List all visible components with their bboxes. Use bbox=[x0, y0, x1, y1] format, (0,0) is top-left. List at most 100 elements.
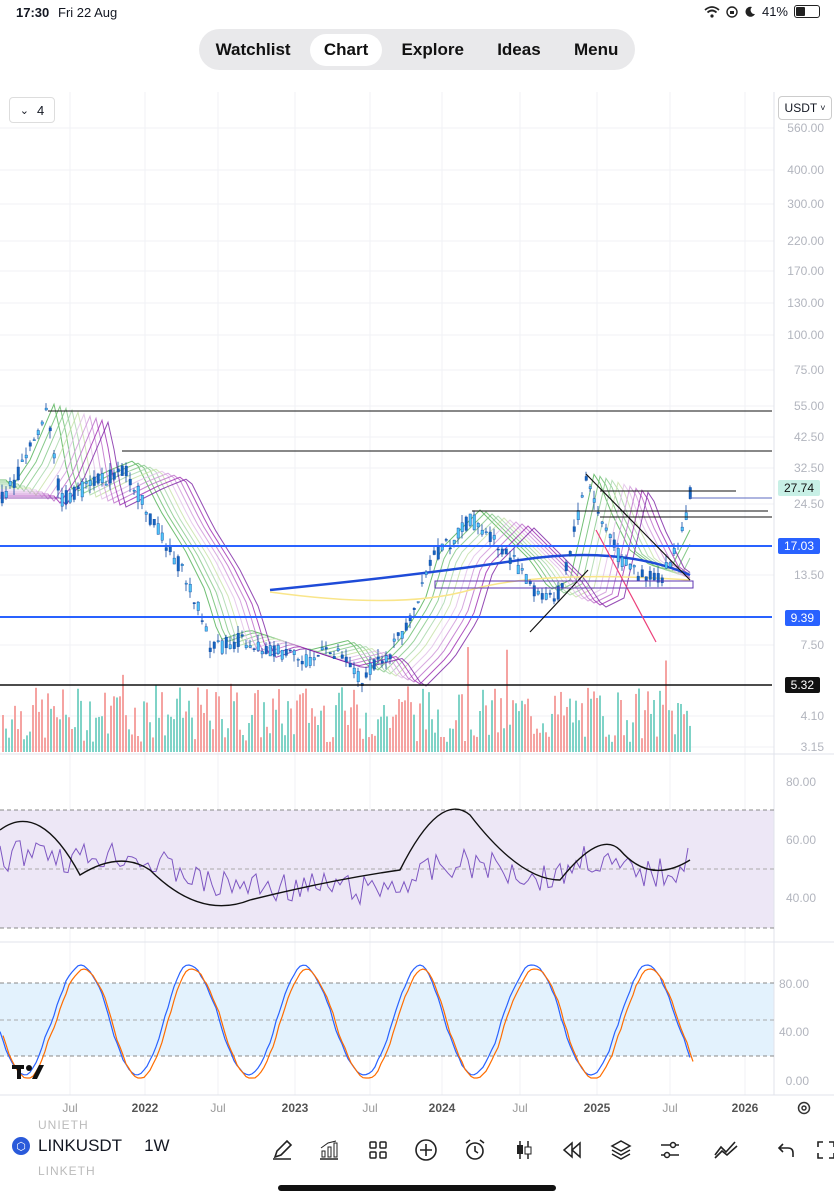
volume-bar bbox=[185, 711, 187, 752]
candlestick-icon[interactable] bbox=[510, 1136, 538, 1164]
stoch-scale-label: 0.00 bbox=[786, 1074, 810, 1088]
candle-body bbox=[632, 565, 636, 568]
candle-body bbox=[620, 556, 624, 567]
volume-bar bbox=[329, 741, 331, 752]
volume-bar bbox=[422, 688, 424, 752]
volume-bar bbox=[299, 694, 301, 752]
volume-bar bbox=[650, 713, 652, 752]
tab-menu[interactable]: Menu bbox=[573, 39, 619, 59]
settings-sliders-icon[interactable] bbox=[656, 1136, 684, 1164]
volume-bar bbox=[107, 733, 109, 752]
candle-body bbox=[404, 622, 408, 631]
volume-bar bbox=[593, 691, 595, 752]
volume-bar bbox=[359, 728, 361, 752]
volume-bar bbox=[449, 728, 451, 752]
volume-bar bbox=[293, 734, 295, 752]
volume-bar bbox=[638, 688, 640, 752]
volume-bar bbox=[35, 687, 37, 752]
volume-bar bbox=[2, 715, 4, 752]
volume-bar bbox=[503, 728, 505, 752]
volume-bar bbox=[29, 731, 31, 752]
candle-body bbox=[540, 593, 544, 600]
candle-body bbox=[636, 575, 640, 581]
candle-body bbox=[184, 582, 188, 585]
volume-bar bbox=[383, 705, 385, 752]
rsi-scale-label: 60.00 bbox=[786, 833, 816, 847]
collapse-studies-button[interactable]: ⌄ 4 bbox=[9, 97, 55, 123]
layout-grid-icon[interactable] bbox=[364, 1136, 392, 1164]
volume-bar bbox=[209, 720, 211, 752]
replay-icon[interactable] bbox=[558, 1136, 586, 1164]
volume-bar bbox=[497, 732, 499, 752]
tab-explore[interactable]: Explore bbox=[401, 39, 464, 59]
volume-bar bbox=[506, 649, 508, 752]
volume-bar bbox=[431, 719, 433, 752]
volume-bar bbox=[686, 710, 688, 752]
volume-bar bbox=[140, 741, 142, 752]
volume-bar bbox=[152, 737, 154, 752]
rsi-line bbox=[0, 840, 689, 907]
chevron-down-icon: ˅ bbox=[820, 103, 826, 113]
candle-body bbox=[384, 655, 388, 663]
tab-watchlist[interactable]: Watchlist bbox=[215, 39, 291, 59]
candle-body bbox=[396, 632, 400, 636]
candle-body bbox=[28, 442, 32, 447]
symbol-selector[interactable]: ⬡ LINKUSDT 1W bbox=[12, 1136, 170, 1156]
interval-button[interactable]: 1W bbox=[144, 1136, 170, 1155]
candle-body bbox=[108, 469, 112, 484]
indicators-icon[interactable] bbox=[315, 1136, 343, 1164]
candle-body bbox=[228, 644, 232, 649]
volume-bar bbox=[560, 691, 562, 752]
currency-label: USDT bbox=[784, 101, 818, 115]
volume-bar bbox=[491, 700, 493, 752]
volume-bar bbox=[128, 729, 130, 752]
volume-bar bbox=[281, 723, 283, 752]
candle-body bbox=[236, 633, 240, 647]
tab-ideas[interactable]: Ideas bbox=[497, 39, 541, 59]
volume-bar bbox=[554, 695, 556, 752]
compare-icon[interactable] bbox=[712, 1136, 740, 1164]
volume-bar bbox=[401, 701, 403, 752]
candle-body bbox=[188, 583, 192, 593]
price-tag-level3: 5.32 bbox=[784, 677, 820, 693]
alarm-clock-icon[interactable] bbox=[461, 1136, 489, 1164]
candle-body bbox=[536, 590, 540, 595]
volume-bar bbox=[149, 722, 151, 752]
candle-body bbox=[32, 439, 36, 441]
volume-bar bbox=[353, 689, 355, 752]
undo-icon[interactable] bbox=[772, 1136, 800, 1164]
candle-body bbox=[680, 526, 684, 531]
volume-bar bbox=[173, 719, 175, 752]
price-tag-level1: 17.03 bbox=[777, 538, 820, 554]
candle-body bbox=[276, 645, 280, 654]
candle-body bbox=[216, 640, 220, 642]
volume-bar bbox=[176, 698, 178, 752]
volume-bar bbox=[17, 729, 19, 752]
volume-bar bbox=[143, 701, 145, 752]
pencil-icon[interactable] bbox=[268, 1136, 296, 1164]
candle-body bbox=[424, 571, 428, 575]
candle-body bbox=[160, 532, 164, 541]
currency-select[interactable]: USDT ˅ bbox=[778, 96, 832, 120]
candle-body bbox=[232, 641, 236, 649]
candle-body bbox=[356, 671, 360, 682]
volume-bar bbox=[59, 719, 61, 752]
fullscreen-icon[interactable] bbox=[812, 1136, 834, 1164]
price-scale-label: 55.00 bbox=[794, 399, 824, 413]
candle-body bbox=[252, 648, 256, 650]
add-icon[interactable] bbox=[412, 1136, 440, 1164]
candle-body bbox=[552, 598, 556, 602]
price-scale-label: 7.50 bbox=[801, 638, 825, 652]
volume-bar bbox=[512, 700, 514, 752]
settings-icon[interactable] bbox=[796, 1100, 812, 1121]
volume-bar bbox=[605, 736, 607, 752]
layers-icon[interactable] bbox=[607, 1136, 635, 1164]
tab-chart[interactable]: Chart bbox=[309, 33, 383, 66]
candle-body bbox=[428, 559, 432, 566]
volume-bar bbox=[263, 702, 265, 752]
volume-bar bbox=[200, 704, 202, 752]
volume-bar bbox=[572, 722, 574, 752]
candle-body bbox=[220, 640, 224, 654]
volume-bar bbox=[248, 723, 250, 752]
price-chart[interactable]: 560.00 400.00 300.00 220.00 170.00 130.00 100.… bbox=[0, 92, 834, 1122]
